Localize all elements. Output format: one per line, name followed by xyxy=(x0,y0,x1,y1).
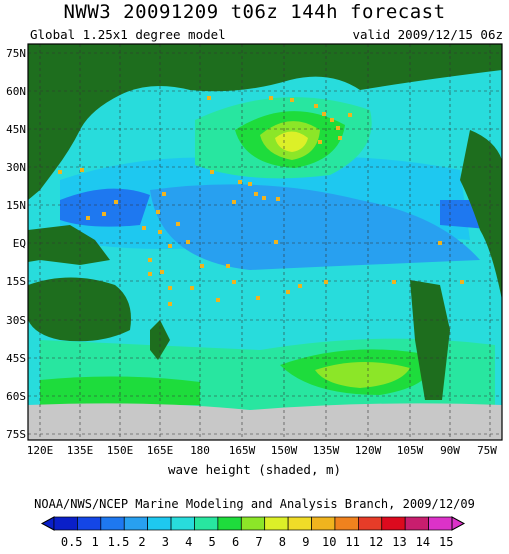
lat-label-eq: EQ xyxy=(12,237,26,250)
colorbar-tick-label: 14 xyxy=(415,535,431,549)
lat-label-60n: 60N xyxy=(6,85,26,98)
land-area xyxy=(28,44,502,400)
valid-time: valid 2009/12/15 06z xyxy=(352,27,503,42)
colorbar-tick-label: 11 xyxy=(345,535,360,549)
lon-label-165e: 165E xyxy=(146,444,174,457)
lon-label-135e: 135E xyxy=(66,444,94,457)
shading-label: wave height (shaded, m) xyxy=(167,462,342,477)
colorbar-swatch xyxy=(217,516,242,531)
colorbar-swatch xyxy=(287,516,312,531)
colorbar-swatch xyxy=(170,516,195,531)
sea-ice xyxy=(28,403,502,440)
colorbar-swatch xyxy=(147,516,172,531)
lon-label-120e: 120E xyxy=(26,444,54,457)
lon-label-120w: 120W xyxy=(354,444,382,457)
lat-label-15s: 15S xyxy=(6,275,26,288)
colorbar-swatch xyxy=(404,516,429,531)
model-label: Global 1.25x1 degree model xyxy=(30,27,226,42)
colorbar-tick-label: 13 xyxy=(392,535,407,549)
colorbar-tick-label: 9 xyxy=(302,535,310,549)
lat-label-75n: 75N xyxy=(6,47,26,60)
lat-label-30n: 30N xyxy=(6,161,26,174)
colorbar-low-arrow xyxy=(40,516,55,531)
colorbar-swatch xyxy=(428,516,453,531)
lon-label-150e: 150E xyxy=(106,444,134,457)
lon-label-180: 180 xyxy=(190,444,210,457)
colorbar-tick-label: 2 xyxy=(138,535,146,549)
lon-label-150w: 150W xyxy=(270,444,298,457)
colorbar-tick-label: 0.5 xyxy=(60,535,83,549)
colorbar-high-arrow xyxy=(451,516,466,531)
colorbar-swatch xyxy=(100,516,125,531)
colorbar-tick-label: 15 xyxy=(439,535,454,549)
colorbar-swatch xyxy=(311,516,336,531)
lat-lon-grid xyxy=(28,44,502,440)
lat-label-75s: 75S xyxy=(6,428,26,441)
map-frame xyxy=(27,43,503,441)
colorbar-tick-label: 1.5 xyxy=(107,535,130,549)
colorbar-swatch xyxy=(194,516,219,531)
colorbar-tick-label: 8 xyxy=(278,535,287,549)
buoy-markers xyxy=(58,96,464,306)
colorbar-tick-label: 3 xyxy=(161,535,169,549)
colorbar-swatch xyxy=(53,516,78,531)
lon-label-90w: 90W xyxy=(440,444,460,457)
colorbar-tick-label: 10 xyxy=(322,535,337,549)
colorbar-tick-label: 4 xyxy=(185,535,193,549)
colorbar-tick-label: 1 xyxy=(91,535,99,549)
lat-label-45s: 45S xyxy=(6,352,26,365)
colorbar-swatch xyxy=(334,516,359,531)
lat-label-45n: 45N xyxy=(6,123,26,136)
lon-label-135w: 135W xyxy=(312,444,340,457)
colorbar-tick-label: 12 xyxy=(368,535,384,549)
colorbar xyxy=(40,516,466,531)
colorbar-swatch xyxy=(77,516,102,531)
credit-line: NOAA/NWS/NCEP Marine Modeling and Analys… xyxy=(34,497,475,511)
colorbar-swatch xyxy=(264,516,289,531)
lon-label-105w: 105W xyxy=(396,444,424,457)
colorbar-tick-label: 5 xyxy=(208,535,216,549)
map-title: NWW3 20091209 t06z 144h forecast xyxy=(63,1,446,23)
colorbar-tick-label: 7 xyxy=(255,535,263,549)
lat-label-15n: 15N xyxy=(6,199,26,212)
lat-label-30s: 30S xyxy=(6,314,26,327)
lon-label-165w: 165W xyxy=(228,444,256,457)
lon-label-75w: 75W xyxy=(477,444,497,457)
colorbar-swatch xyxy=(381,516,406,531)
colorbar-swatch xyxy=(358,516,383,531)
colorbar-swatch xyxy=(123,516,148,531)
lat-label-60s: 60S xyxy=(6,390,26,403)
colorbar-tick-label: 6 xyxy=(231,535,240,549)
colorbar-swatch xyxy=(240,516,266,531)
